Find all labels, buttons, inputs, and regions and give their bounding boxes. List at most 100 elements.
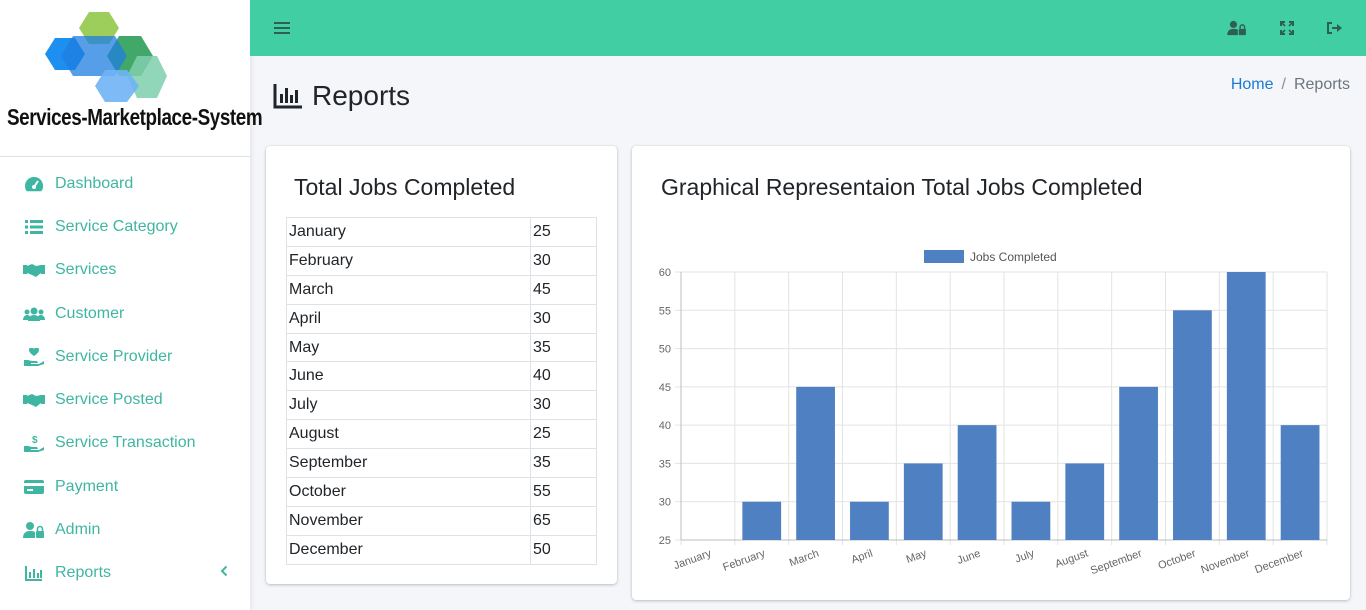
sidebar-item-dashboard[interactable]: Dashboard <box>0 162 250 205</box>
y-tick-label: 50 <box>659 344 671 356</box>
user-lock-icon[interactable] <box>1227 18 1247 38</box>
list-icon <box>23 218 45 236</box>
chart-bar <box>1226 272 1266 540</box>
handshake-icon <box>23 391 45 409</box>
sidebar-item-service-transaction[interactable]: $ Service Transaction <box>0 422 250 465</box>
x-tick-label: September <box>1089 547 1144 577</box>
table-row: November 65 <box>286 505 597 536</box>
sidebar-item-label: Services <box>55 261 117 279</box>
x-tick-label: December <box>1253 547 1305 576</box>
brand-name: Services-Marketplace-System <box>7 104 263 130</box>
table-row: June 40 <box>286 361 597 392</box>
month-cell: February <box>286 245 531 276</box>
sidebar-item-label: Customer <box>55 304 125 322</box>
sidebar-item-label: Admin <box>55 521 101 539</box>
page-title-text: Reports <box>312 80 411 111</box>
month-cell: April <box>286 303 531 334</box>
value-cell: 40 <box>530 361 597 392</box>
x-tick-label: November <box>1199 547 1251 576</box>
user-lock-icon <box>23 521 45 539</box>
value-cell: 35 <box>530 448 597 479</box>
x-tick-label: October <box>1157 547 1198 572</box>
value-cell: 50 <box>530 534 597 565</box>
table-row: August 25 <box>286 419 597 450</box>
table-row: May 35 <box>286 332 597 363</box>
month-cell: August <box>286 419 531 450</box>
sidebar-item-customer[interactable]: Customer <box>0 292 250 335</box>
value-cell: 45 <box>530 274 597 305</box>
sidebar-item-label: Payment <box>55 477 119 495</box>
jobs-table: January 25 February 30 March 45 April 30 May 35 Ju… <box>286 217 597 565</box>
sidebar-item-reports[interactable]: Reports <box>0 552 250 595</box>
sidebar-item-admin[interactable]: Admin <box>0 508 250 551</box>
table-row: February 30 <box>286 245 597 276</box>
sidebar-item-label: Service Posted <box>55 391 163 409</box>
handshake-icon <box>23 261 45 279</box>
legend-label: Jobs Completed <box>970 250 1057 264</box>
chart-bar <box>957 425 997 540</box>
x-tick-label: January <box>672 547 713 572</box>
chart-bar-icon <box>273 84 302 109</box>
table-row: April 30 <box>286 303 597 334</box>
sidebar-item-service-posted[interactable]: Service Posted <box>0 378 250 421</box>
chevron-left-icon <box>220 564 228 582</box>
sign-out-icon[interactable] <box>1324 18 1344 38</box>
chart-bar <box>1065 463 1105 540</box>
card-title: Graphical Representaion Total Jobs Compl… <box>661 174 1143 200</box>
y-tick-label: 45 <box>659 382 671 394</box>
value-cell: 25 <box>530 419 597 450</box>
month-cell: January <box>286 217 531 247</box>
x-tick-label: July <box>1013 547 1036 565</box>
chart-bar <box>1280 425 1320 540</box>
logo-icon <box>45 12 167 102</box>
jobs-table-card: Total Jobs Completed January 25 February 30… <box>266 146 617 584</box>
month-cell: November <box>286 505 531 536</box>
sidebar-item-label: Service Transaction <box>55 434 196 452</box>
dashboard-icon <box>23 175 45 193</box>
y-tick-label: 60 <box>659 267 671 279</box>
sidebar-item-service-provider[interactable]: Service Provider <box>0 335 250 378</box>
bar-chart: 25 30 35 40 45 50 55 60 January February March Apri… <box>659 250 1328 577</box>
value-cell: 35 <box>530 332 597 363</box>
value-cell: 55 <box>530 477 597 507</box>
chart-bar <box>1011 501 1051 540</box>
page-title: Reports <box>273 80 410 112</box>
value-cell: 30 <box>530 390 597 421</box>
value-cell: 25 <box>530 217 597 247</box>
y-tick-label: 55 <box>659 305 671 317</box>
sidebar-item-service-category[interactable]: Service Category <box>0 205 250 248</box>
table-row: October 55 <box>286 477 597 507</box>
jobs-chart-card: Graphical Representaion Total Jobs Compl… <box>632 146 1350 600</box>
hand-holding-dollar-icon: $ <box>23 434 45 453</box>
chart-bar <box>1173 310 1212 540</box>
table-row: September 35 <box>286 448 597 479</box>
topbar <box>250 0 1366 56</box>
table-row: December 50 <box>286 534 597 565</box>
sidebar-nav: Dashboard Service Category Services Cust… <box>0 162 250 595</box>
sidebar-item-label: Reports <box>55 564 112 582</box>
svg-text:$: $ <box>32 435 38 446</box>
users-icon <box>23 305 45 323</box>
month-cell: December <box>286 534 531 565</box>
y-tick-label: 40 <box>659 420 671 432</box>
chart-bar <box>1119 386 1158 540</box>
y-tick-label: 30 <box>659 497 671 509</box>
hamburger-icon[interactable] <box>272 18 292 38</box>
value-cell: 65 <box>530 505 597 536</box>
value-cell: 30 <box>530 303 597 334</box>
chart-bar-icon <box>23 564 45 582</box>
expand-icon[interactable] <box>1277 18 1297 38</box>
table-row: January 25 <box>286 217 597 247</box>
x-tick-label: June <box>956 548 983 567</box>
x-tick-label: February <box>721 547 767 574</box>
value-cell: 30 <box>530 245 597 276</box>
breadcrumb-current: Reports <box>1293 76 1350 93</box>
brand[interactable]: Services-Marketplace-System <box>0 0 263 157</box>
month-cell: May <box>286 332 531 363</box>
y-tick-label: 35 <box>659 458 671 470</box>
legend-swatch <box>924 250 964 263</box>
month-cell: March <box>286 274 531 305</box>
sidebar-item-payment[interactable]: Payment <box>0 465 250 508</box>
breadcrumb-home-link[interactable]: Home <box>1230 76 1274 93</box>
sidebar-item-services[interactable]: Services <box>0 249 250 292</box>
